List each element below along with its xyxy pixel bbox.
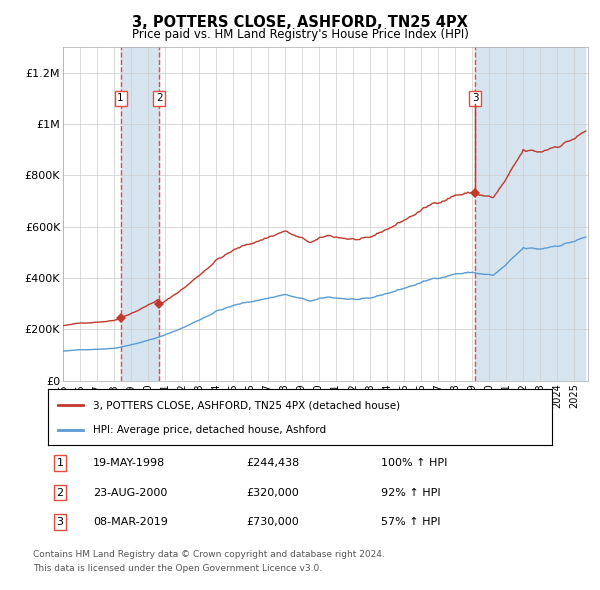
- Text: 3: 3: [472, 93, 478, 103]
- Text: This data is licensed under the Open Government Licence v3.0.: This data is licensed under the Open Gov…: [33, 565, 322, 573]
- Text: 3, POTTERS CLOSE, ASHFORD, TN25 4PX: 3, POTTERS CLOSE, ASHFORD, TN25 4PX: [132, 15, 468, 30]
- Bar: [121, 47, 159, 381]
- Text: HPI: Average price, detached house, Ashford: HPI: Average price, detached house, Ashf…: [94, 425, 326, 435]
- Text: £730,000: £730,000: [246, 517, 299, 527]
- Text: £320,000: £320,000: [246, 488, 299, 497]
- Text: 3, POTTERS CLOSE, ASHFORD, TN25 4PX (detached house): 3, POTTERS CLOSE, ASHFORD, TN25 4PX (det…: [94, 400, 400, 410]
- Text: 1: 1: [118, 93, 124, 103]
- Text: 1: 1: [56, 458, 64, 468]
- Text: 2: 2: [56, 488, 64, 497]
- Text: Contains HM Land Registry data © Crown copyright and database right 2024.: Contains HM Land Registry data © Crown c…: [33, 550, 385, 559]
- Text: 92% ↑ HPI: 92% ↑ HPI: [381, 488, 440, 497]
- Text: 23-AUG-2000: 23-AUG-2000: [93, 488, 167, 497]
- Text: £244,438: £244,438: [246, 458, 299, 468]
- Text: 19-MAY-1998: 19-MAY-1998: [93, 458, 165, 468]
- Text: 57% ↑ HPI: 57% ↑ HPI: [381, 517, 440, 527]
- Text: 3: 3: [56, 517, 64, 527]
- Text: 2: 2: [156, 93, 163, 103]
- Text: 08-MAR-2019: 08-MAR-2019: [93, 517, 168, 527]
- Text: Price paid vs. HM Land Registry's House Price Index (HPI): Price paid vs. HM Land Registry's House …: [131, 28, 469, 41]
- Bar: [475, 47, 584, 381]
- Text: 100% ↑ HPI: 100% ↑ HPI: [381, 458, 448, 468]
